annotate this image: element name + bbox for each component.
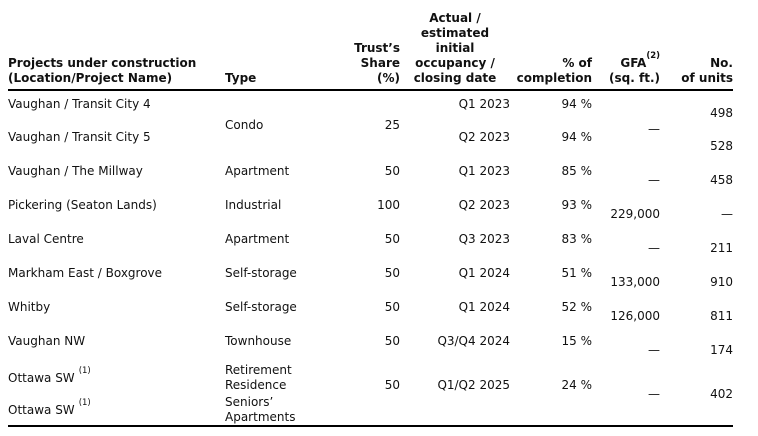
cell-gfa: — xyxy=(648,121,660,136)
col-header-no-of-units: No. of units xyxy=(660,6,733,91)
cell-location: Markham East / Boxgrove xyxy=(8,266,163,280)
table-row-whitby: Whitby Self-storage 50 Q1 2024 52 % 126,… xyxy=(8,294,733,328)
cell-location: Ottawa SW (1) xyxy=(8,398,91,417)
cell-completion: 52 % xyxy=(561,300,593,314)
cell-units: 211 xyxy=(710,241,733,255)
footnote-marker-2: (2) xyxy=(646,51,660,61)
cell-share: 50 xyxy=(384,164,400,178)
cell-date: Q1 2023 xyxy=(458,97,510,111)
table-row-millway: Vaughan / The Millway Apartment 50 Q1 20… xyxy=(8,158,733,192)
cell-type: Townhouse xyxy=(225,334,292,348)
cell-date: Q1 2024 xyxy=(458,266,510,280)
cell-location: Vaughan / The Millway xyxy=(8,164,143,178)
col-header-gfa: GFA(2) (sq. ft.) xyxy=(592,6,660,91)
cell-type: Apartment xyxy=(225,164,290,178)
cell-date: Q3/Q4 2024 xyxy=(437,334,510,348)
cell-date: Q1 2023 xyxy=(458,164,510,178)
cell-share: 50 xyxy=(384,300,400,314)
cell-gfa: — xyxy=(648,173,660,187)
cell-completion: 85 % xyxy=(561,164,593,178)
cell-gfa: 133,000 xyxy=(610,275,660,289)
table-body: Vaughan / Transit City 4 Condo 25 Q1 202… xyxy=(8,90,733,426)
col-header-trusts-share: Trust’s Share (%) xyxy=(330,6,400,91)
cell-units: 498 xyxy=(710,106,733,120)
cell-type: Retirement Residence xyxy=(225,363,292,392)
cell-completion: 93 % xyxy=(561,198,593,212)
cell-units: 402 xyxy=(710,386,733,401)
cell-date: Q3 2023 xyxy=(458,232,510,246)
cell-location: Vaughan NW xyxy=(8,334,86,348)
cell-units: 174 xyxy=(710,343,733,357)
cell-share: 50 xyxy=(384,232,400,246)
cell-type: Condo xyxy=(225,117,264,132)
cell-share: 25 xyxy=(384,117,400,132)
table-row-transit-city-5: Vaughan / Transit City 5 Q2 2023 94 % 52… xyxy=(8,124,733,158)
col-header-occupancy-closing-date: Actual / estimated initial occupancy / c… xyxy=(400,6,510,91)
col-header-type: Type xyxy=(225,6,330,91)
cell-location: Vaughan / Transit City 4 xyxy=(8,97,151,111)
cell-location: Pickering (Seaton Lands) xyxy=(8,198,157,212)
cell-units: — xyxy=(721,207,733,221)
cell-type: Apartment xyxy=(225,232,290,246)
cell-type: Seniors’ Apartments xyxy=(225,395,296,424)
projects-under-construction-table: Projects under construction (Location/Pr… xyxy=(8,6,733,427)
cell-completion: 83 % xyxy=(561,232,593,246)
cell-gfa: 126,000 xyxy=(610,309,660,323)
cell-units: 811 xyxy=(710,309,733,323)
cell-units: 458 xyxy=(710,173,733,187)
cell-location: Vaughan / Transit City 5 xyxy=(8,130,151,144)
table-row-transit-city-4: Vaughan / Transit City 4 Condo 25 Q1 202… xyxy=(8,90,733,136)
cell-share: 50 xyxy=(384,334,400,348)
table-row-ottawa-sw-1: Ottawa SW (1) Retirement Residence 50 Q1/… xyxy=(8,362,733,401)
table-row-vaughan-nw: Vaughan NW Townhouse 50 Q3/Q4 2024 15 % … xyxy=(8,328,733,362)
cell-gfa: — xyxy=(648,386,660,401)
table-row-markham: Markham East / Boxgrove Self-storage 50 … xyxy=(8,260,733,294)
cell-share: 100 xyxy=(377,198,400,212)
cell-share: 50 xyxy=(384,266,400,280)
cell-completion: 94 % xyxy=(561,97,593,111)
col-header-percent-completion: % of completion xyxy=(510,6,592,91)
cell-units: 910 xyxy=(710,275,733,289)
cell-gfa: — xyxy=(648,241,660,255)
cell-completion: 24 % xyxy=(561,377,593,392)
table-row-pickering: Pickering (Seaton Lands) Industrial 100 … xyxy=(8,192,733,226)
col-header-project: Projects under construction (Location/Pr… xyxy=(8,6,225,91)
cell-units: 528 xyxy=(710,139,733,153)
cell-type: Self-storage xyxy=(225,266,297,280)
cell-date: Q2 2023 xyxy=(458,130,510,144)
cell-date: Q1 2024 xyxy=(458,300,510,314)
cell-gfa: 229,000 xyxy=(610,207,660,221)
cell-location: Laval Centre xyxy=(8,232,84,246)
footnote-marker-1: (1) xyxy=(78,398,91,408)
cell-gfa: — xyxy=(648,343,660,357)
footnote-marker-1: (1) xyxy=(78,366,91,376)
table-row-laval: Laval Centre Apartment 50 Q3 2023 83 % —… xyxy=(8,226,733,260)
table-row-ottawa-sw-2: Ottawa SW (1) Seniors’ Apartments xyxy=(8,394,733,426)
cell-location: Whitby xyxy=(8,300,51,314)
table-header: Projects under construction (Location/Pr… xyxy=(8,6,733,91)
cell-share: 50 xyxy=(384,377,400,392)
header-row: Projects under construction (Location/Pr… xyxy=(8,6,733,91)
cell-completion: 94 % xyxy=(561,130,593,144)
cell-type: Self-storage xyxy=(225,300,297,314)
cell-completion: 51 % xyxy=(561,266,593,280)
cell-date: Q1/Q2 2025 xyxy=(437,377,510,392)
cell-completion: 15 % xyxy=(561,334,593,348)
cell-location: Ottawa SW (1) xyxy=(8,366,91,385)
cell-date: Q2 2023 xyxy=(458,198,510,212)
cell-type: Industrial xyxy=(225,198,282,212)
